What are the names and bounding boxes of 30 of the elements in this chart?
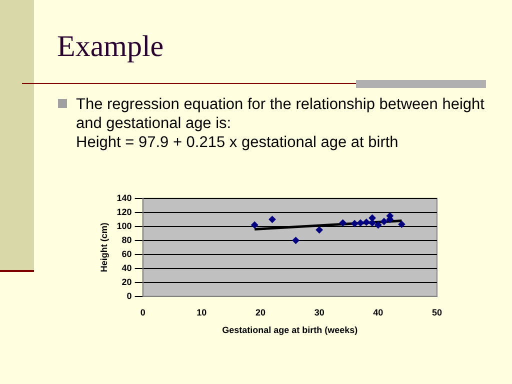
point <box>380 218 388 225</box>
point <box>316 226 323 234</box>
point <box>357 219 364 226</box>
y-axis-title: Height (cm) <box>98 222 109 272</box>
y-tick-label: 40 <box>122 262 132 273</box>
point <box>251 222 258 228</box>
x-tick-label: 40 <box>373 307 384 318</box>
point <box>374 222 382 228</box>
y-tick-label: 60 <box>122 248 132 259</box>
text: The regression equation for the relationship between height and gestational age is: <box>76 95 486 133</box>
text: Height = 97.9 + 0.215 x gestational age at birth <box>76 133 400 152</box>
y-tick-label: 140 <box>116 192 132 203</box>
x-tick-label: 0 <box>140 307 146 318</box>
chart-title: Example <box>57 30 164 64</box>
x-tick-label: 10 <box>196 307 207 318</box>
y-tick-label: 20 <box>122 276 132 287</box>
point <box>398 220 406 228</box>
x-tick-label: 20 <box>255 307 266 318</box>
point <box>268 216 276 223</box>
point <box>351 220 358 228</box>
y-tick-label: 0 <box>126 290 132 301</box>
point <box>292 236 300 244</box>
point <box>339 219 346 226</box>
y-tick-label: 100 <box>116 220 132 231</box>
x-axis-title: Gestational age at birth (weeks) <box>222 325 358 336</box>
x-tick-label: 50 <box>432 307 442 318</box>
y-tick-label: 80 <box>122 234 132 245</box>
y-tick-label: 120 <box>116 206 132 217</box>
x-tick-label: 30 <box>314 307 324 318</box>
point <box>362 218 370 226</box>
